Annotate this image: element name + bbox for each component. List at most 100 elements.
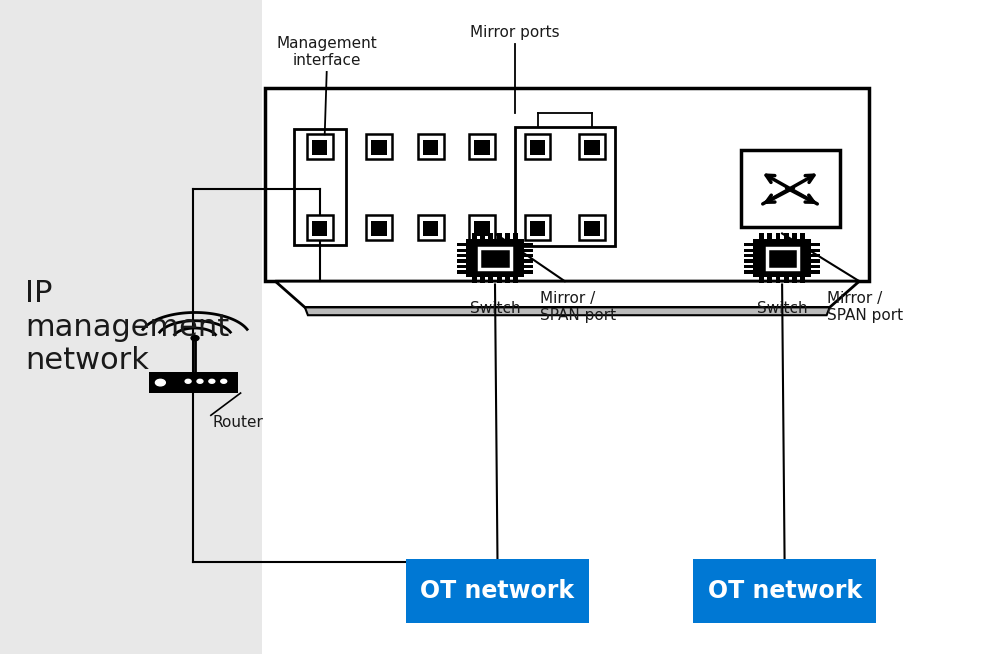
- Bar: [418, 133, 444, 158]
- Circle shape: [221, 379, 227, 383]
- Text: IP
management
network: IP management network: [25, 279, 229, 375]
- Bar: [524, 260, 533, 263]
- Bar: [457, 254, 466, 257]
- Bar: [775, 277, 780, 283]
- Text: Mirror /
SPAN port: Mirror / SPAN port: [827, 291, 903, 324]
- Circle shape: [191, 336, 199, 341]
- Bar: [784, 233, 789, 239]
- Bar: [530, 140, 545, 155]
- Text: OT network: OT network: [708, 579, 861, 603]
- Polygon shape: [305, 307, 830, 315]
- Bar: [505, 233, 510, 239]
- Bar: [579, 133, 605, 158]
- Text: Router: Router: [213, 415, 263, 430]
- Bar: [312, 221, 328, 236]
- Bar: [811, 265, 820, 268]
- Bar: [479, 248, 511, 269]
- Bar: [457, 270, 466, 273]
- Bar: [811, 243, 820, 247]
- Bar: [371, 221, 387, 236]
- Bar: [0, 0, 262, 654]
- Bar: [469, 133, 495, 158]
- Bar: [741, 150, 840, 227]
- Bar: [753, 239, 811, 277]
- Circle shape: [185, 379, 191, 383]
- Bar: [513, 277, 518, 283]
- Bar: [307, 215, 333, 239]
- Bar: [744, 260, 753, 263]
- Bar: [530, 221, 545, 236]
- Bar: [792, 233, 797, 239]
- Text: OT network: OT network: [421, 579, 574, 603]
- Bar: [488, 277, 493, 283]
- Bar: [457, 265, 466, 268]
- Text: Switch: Switch: [756, 301, 808, 316]
- Bar: [524, 243, 533, 247]
- Bar: [767, 277, 772, 283]
- Circle shape: [209, 379, 215, 383]
- Bar: [744, 243, 753, 247]
- Bar: [488, 233, 493, 239]
- Bar: [524, 265, 533, 268]
- Bar: [457, 243, 466, 247]
- Bar: [457, 249, 466, 252]
- Text: Mirror ports: Mirror ports: [470, 25, 559, 40]
- Bar: [811, 270, 820, 273]
- Bar: [265, 88, 869, 281]
- Bar: [294, 128, 346, 245]
- Bar: [792, 277, 797, 283]
- Bar: [505, 277, 510, 283]
- Text: Management
interface: Management interface: [276, 36, 377, 69]
- Bar: [497, 277, 502, 283]
- Bar: [515, 127, 615, 246]
- Bar: [474, 140, 490, 155]
- Bar: [418, 215, 444, 239]
- Bar: [423, 221, 439, 236]
- Bar: [307, 133, 333, 158]
- Bar: [312, 140, 328, 155]
- Bar: [371, 140, 387, 155]
- Bar: [497, 233, 502, 239]
- Bar: [766, 248, 798, 269]
- Bar: [472, 277, 477, 283]
- Bar: [524, 254, 533, 257]
- Bar: [811, 254, 820, 257]
- Polygon shape: [275, 281, 859, 307]
- Bar: [759, 233, 764, 239]
- Text: Switch: Switch: [469, 301, 521, 316]
- Bar: [800, 277, 805, 283]
- Bar: [525, 215, 550, 239]
- Bar: [525, 133, 550, 158]
- Bar: [513, 233, 518, 239]
- Bar: [472, 233, 477, 239]
- Bar: [584, 221, 600, 236]
- Bar: [784, 277, 789, 283]
- Bar: [767, 233, 772, 239]
- Bar: [524, 249, 533, 252]
- Bar: [759, 277, 764, 283]
- Bar: [423, 140, 439, 155]
- Bar: [480, 233, 485, 239]
- Bar: [800, 233, 805, 239]
- Bar: [480, 277, 485, 283]
- Bar: [366, 215, 392, 239]
- Bar: [457, 260, 466, 263]
- Bar: [811, 260, 820, 263]
- Circle shape: [155, 379, 165, 386]
- Bar: [584, 140, 600, 155]
- Bar: [469, 215, 495, 239]
- Bar: [524, 270, 533, 273]
- Bar: [811, 249, 820, 252]
- Bar: [406, 559, 589, 623]
- Bar: [744, 265, 753, 268]
- Bar: [744, 254, 753, 257]
- Circle shape: [197, 379, 203, 383]
- Bar: [744, 270, 753, 273]
- Bar: [693, 559, 876, 623]
- Bar: [466, 239, 524, 277]
- Text: Mirror /
SPAN port: Mirror / SPAN port: [540, 291, 616, 324]
- Bar: [474, 221, 490, 236]
- Bar: [579, 215, 605, 239]
- Bar: [366, 133, 392, 158]
- Bar: [744, 249, 753, 252]
